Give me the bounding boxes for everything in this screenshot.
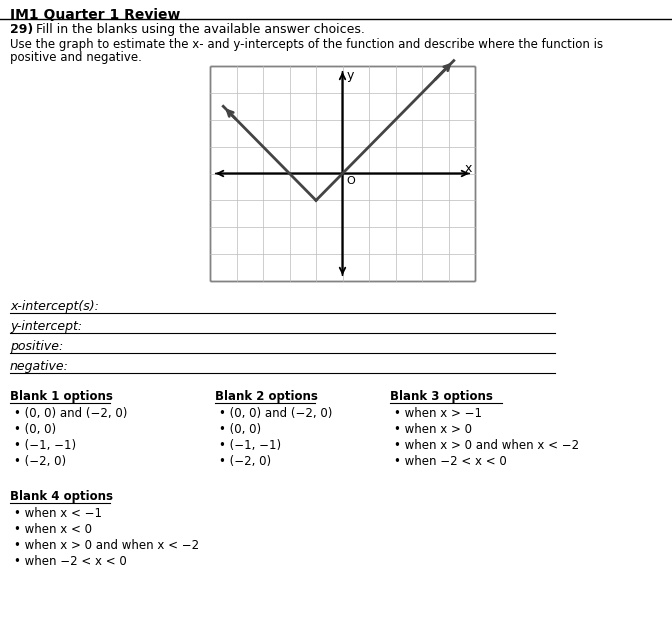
Text: Blank 3 options: Blank 3 options (390, 390, 493, 403)
Text: • when x < 0: • when x < 0 (14, 523, 92, 536)
Text: • (−2, 0): • (−2, 0) (14, 455, 66, 468)
Text: negative:: negative: (10, 360, 69, 373)
Text: • when −2 < x < 0: • when −2 < x < 0 (394, 455, 507, 468)
Text: Fill in the blanks using the available answer choices.: Fill in the blanks using the available a… (36, 23, 365, 36)
Text: Blank 4 options: Blank 4 options (10, 490, 113, 503)
Text: • when −2 < x < 0: • when −2 < x < 0 (14, 555, 127, 568)
Text: • when x > 0 and when x < −2: • when x > 0 and when x < −2 (394, 439, 579, 452)
Text: • (−1, −1): • (−1, −1) (219, 439, 281, 452)
Text: Blank 1 options: Blank 1 options (10, 390, 113, 403)
Text: Use the graph to estimate the x- and y-intercepts of the function and describe w: Use the graph to estimate the x- and y-i… (10, 38, 603, 51)
Text: • (0, 0) and (−2, 0): • (0, 0) and (−2, 0) (219, 407, 333, 420)
Text: x: x (464, 163, 472, 175)
Text: 29): 29) (10, 23, 33, 36)
Text: y: y (347, 69, 354, 82)
Text: • when x > 0: • when x > 0 (394, 423, 472, 436)
Text: • (−1, −1): • (−1, −1) (14, 439, 76, 452)
Text: y-intercept:: y-intercept: (10, 320, 82, 333)
Bar (210, 66, 475, 281)
Text: • when x < −1: • when x < −1 (14, 507, 102, 520)
Text: x-intercept(s):: x-intercept(s): (10, 300, 99, 313)
Text: • (0, 0) and (−2, 0): • (0, 0) and (−2, 0) (14, 407, 128, 420)
Text: positive and negative.: positive and negative. (10, 51, 142, 64)
Text: • (0, 0): • (0, 0) (219, 423, 261, 436)
Text: • when x > −1: • when x > −1 (394, 407, 482, 420)
Text: • (0, 0): • (0, 0) (14, 423, 56, 436)
Text: • (−2, 0): • (−2, 0) (219, 455, 271, 468)
Text: IM1 Quarter 1 Review: IM1 Quarter 1 Review (10, 8, 180, 22)
Text: positive:: positive: (10, 340, 63, 353)
Text: • when x > 0 and when x < −2: • when x > 0 and when x < −2 (14, 539, 199, 552)
Text: Blank 2 options: Blank 2 options (215, 390, 318, 403)
Text: O: O (347, 177, 355, 186)
